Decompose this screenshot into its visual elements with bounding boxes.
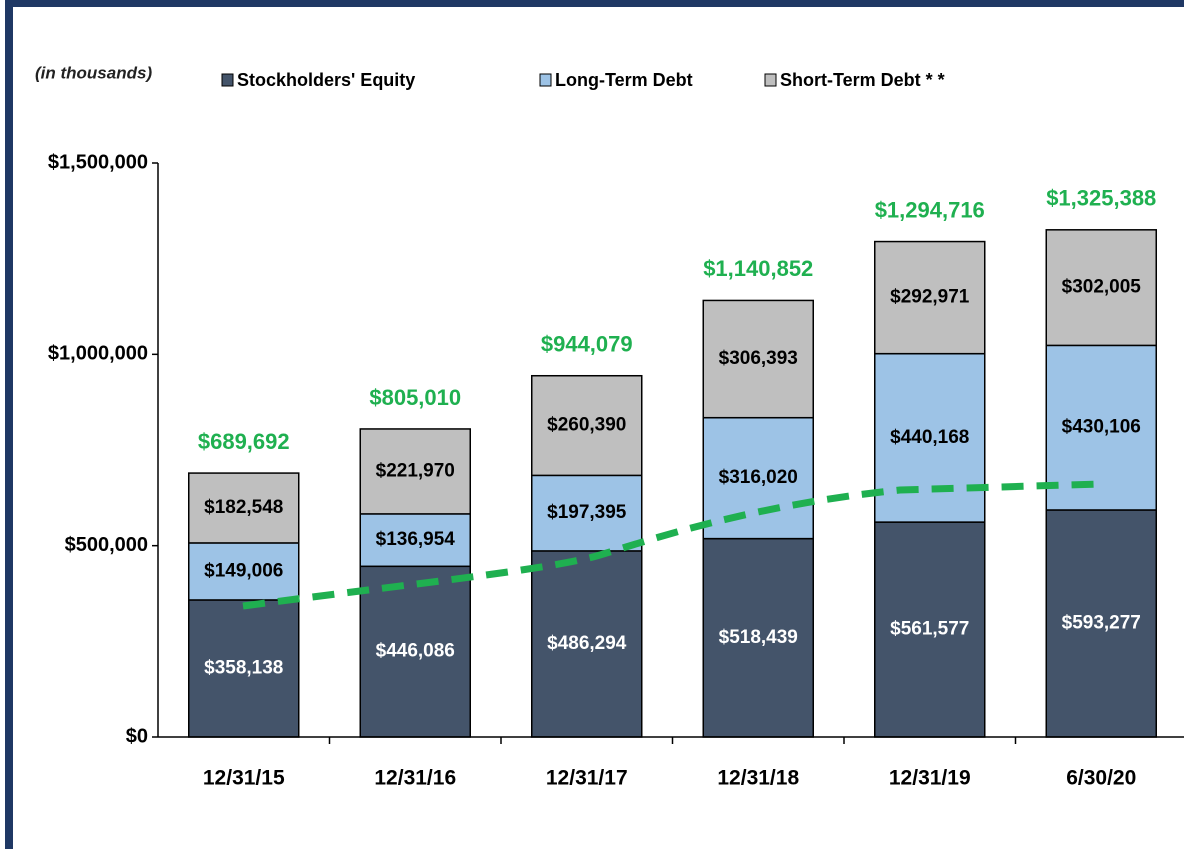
value-label: $182,548 xyxy=(204,497,283,518)
bar-segment xyxy=(1045,509,1157,738)
total-label: $944,079 xyxy=(541,332,633,357)
legend-swatch xyxy=(221,73,234,87)
value-label: $136,954 xyxy=(376,529,456,550)
bar-segment xyxy=(188,542,300,601)
bar-segment xyxy=(874,521,986,738)
x-tick-label: 12/31/17 xyxy=(546,767,628,790)
bar-segment xyxy=(874,240,986,355)
y-tick-label: $1,000,000 xyxy=(48,343,148,365)
value-label: $561,577 xyxy=(890,619,969,640)
value-label: $358,138 xyxy=(204,657,283,678)
bar-segment xyxy=(702,299,814,419)
value-label: $260,390 xyxy=(547,415,626,436)
bar-segment xyxy=(188,472,300,544)
value-label: $221,970 xyxy=(376,460,455,481)
x-tick-label: 12/31/19 xyxy=(889,767,971,790)
x-tick-label: 12/31/15 xyxy=(203,767,285,790)
x-tick-label: 12/31/18 xyxy=(717,767,799,790)
value-label: $316,020 xyxy=(719,467,798,488)
total-label: $1,140,852 xyxy=(703,256,813,281)
value-label: $486,294 xyxy=(547,633,627,654)
value-label: $518,439 xyxy=(719,627,798,648)
value-label: $197,395 xyxy=(547,502,627,523)
x-tick-label: 12/31/16 xyxy=(374,767,456,790)
legend-label: Long-Term Debt xyxy=(555,70,693,90)
total-label: $805,010 xyxy=(369,385,461,410)
y-tick-label: $0 xyxy=(126,725,148,747)
bar-segment xyxy=(874,352,986,523)
y-tick-label: $1,500,000 xyxy=(48,151,148,173)
value-label: $446,086 xyxy=(376,641,455,662)
value-label: $593,277 xyxy=(1062,613,1141,634)
value-label: $430,106 xyxy=(1062,417,1141,438)
legend-label: Short-Term Debt * * xyxy=(780,70,945,90)
legend-swatch xyxy=(764,73,777,87)
x-tick-label: 6/30/20 xyxy=(1066,767,1136,790)
subtitle: (in thousands) xyxy=(35,63,152,82)
y-tick-label: $500,000 xyxy=(65,534,148,556)
trend-line xyxy=(242,480,1101,610)
bar-segment xyxy=(531,374,643,477)
total-label: $1,294,716 xyxy=(875,197,985,222)
bar-segment xyxy=(359,428,471,515)
bar-segment xyxy=(1045,229,1157,347)
legend-label: Stockholders' Equity xyxy=(237,70,415,90)
value-label: $306,393 xyxy=(719,348,798,369)
value-label: $440,168 xyxy=(890,427,969,448)
value-label: $302,005 xyxy=(1062,277,1142,298)
frame xyxy=(5,0,1184,849)
total-label: $689,692 xyxy=(198,429,290,454)
total-label: $1,325,388 xyxy=(1046,186,1156,211)
legend-swatch xyxy=(539,73,552,87)
bar-segment xyxy=(702,416,814,540)
bar-segment xyxy=(359,565,471,738)
bar-segment xyxy=(188,599,300,738)
value-label: $292,971 xyxy=(890,287,970,308)
value-label: $149,006 xyxy=(204,560,283,581)
